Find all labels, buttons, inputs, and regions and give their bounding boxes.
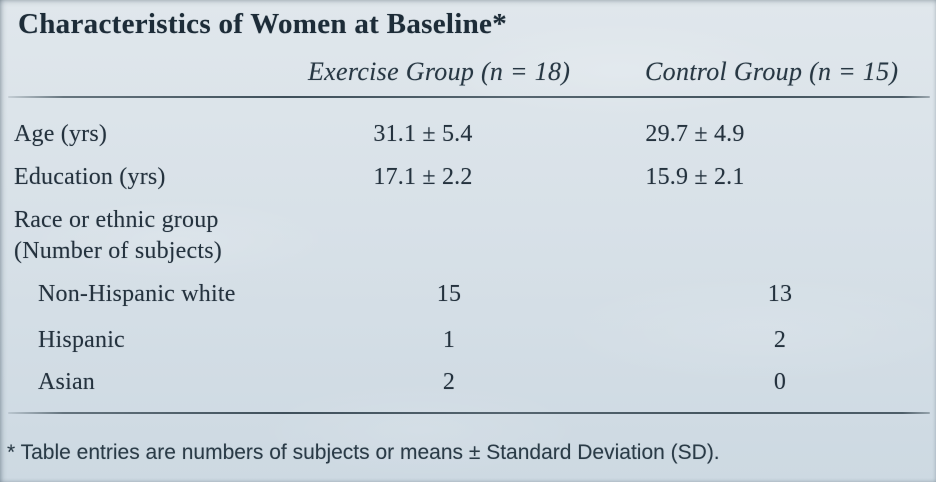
exercise-value: 15 — [436, 281, 462, 307]
row-label: Asian — [38, 369, 95, 395]
exercise-value: 2 — [442, 369, 456, 395]
control-value: 29.7 ± 4.9 — [645, 121, 745, 147]
row-label: Age (yrs) — [14, 121, 108, 147]
control-value: 15.9 ± 2.1 — [645, 164, 745, 190]
column-header-control: Control Group (n = 15) — [645, 57, 899, 86]
row-label: Education (yrs) — [14, 164, 166, 190]
row-label-line2: (Number of subjects) — [14, 238, 222, 264]
row-label: Hispanic — [38, 327, 125, 353]
exercise-value: 31.1 ± 5.4 — [373, 121, 473, 147]
table-row: Age (yrs) 31.1 ± 5.4 29.7 ± 4.9 — [0, 119, 936, 149]
exercise-value: 17.1 ± 2.2 — [373, 164, 473, 190]
footer-rule — [8, 412, 930, 414]
table-row: Hispanic 1 2 — [0, 325, 936, 355]
table-row: Asian 2 0 — [0, 367, 936, 397]
table-title: Characteristics of Women at Baseline* — [18, 8, 507, 40]
table-footnote: * Table entries are numbers of subjects … — [7, 441, 720, 464]
control-value: 2 — [773, 327, 787, 353]
column-header-exercise: Exercise Group (n = 18) — [308, 57, 571, 86]
table-row: Race or ethnic group (Number of subjects… — [0, 205, 936, 269]
header-rule — [8, 96, 930, 98]
exercise-value: 1 — [442, 327, 456, 353]
table-row: Education (yrs) 17.1 ± 2.2 15.9 ± 2.1 — [0, 162, 936, 192]
control-value: 0 — [773, 369, 787, 395]
table-row: Non-Hispanic white 15 13 — [0, 279, 936, 309]
row-label: Non-Hispanic white — [38, 281, 236, 307]
control-value: 13 — [767, 281, 793, 307]
row-label-line1: Race or ethnic group — [14, 207, 219, 233]
